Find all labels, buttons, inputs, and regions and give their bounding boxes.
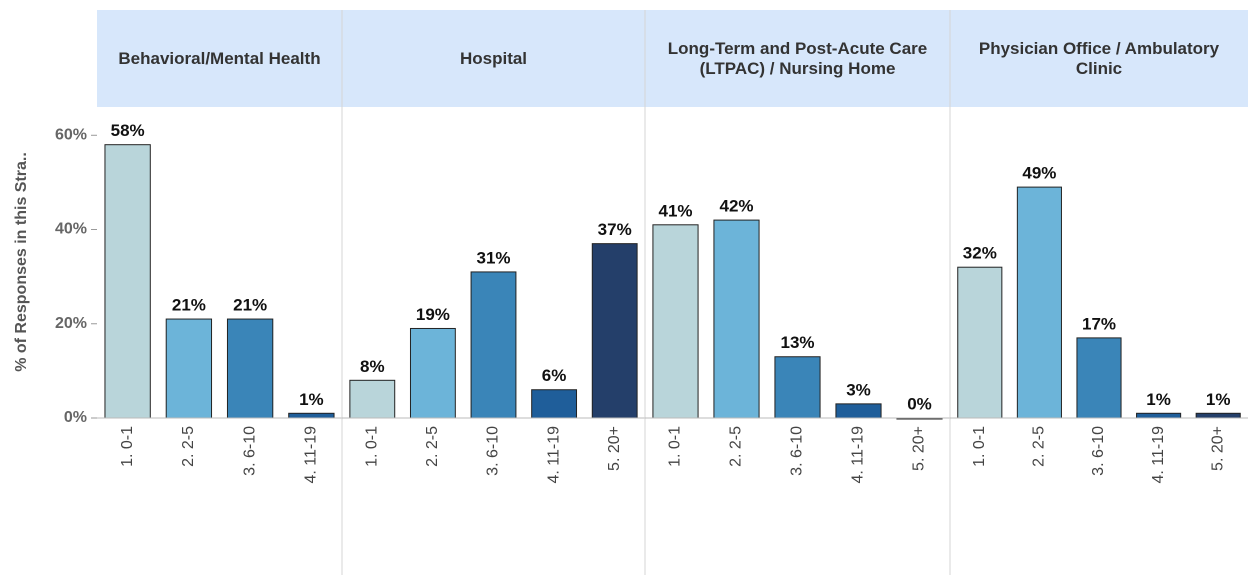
- x-tick-label: 5. 20+: [1209, 426, 1226, 471]
- x-tick-label: 2. 2-5: [424, 426, 441, 467]
- x-tick-label: 3. 6-10: [789, 426, 806, 476]
- bar: [288, 412, 335, 419]
- x-tick-label: 5. 20+: [911, 426, 928, 471]
- data-label: 37%: [598, 220, 632, 239]
- panel-header: [97, 10, 342, 107]
- data-label: 6%: [542, 366, 567, 385]
- data-label: 58%: [111, 121, 145, 140]
- panel-header: [645, 10, 950, 107]
- x-tick-label: 5. 20+: [606, 426, 623, 471]
- data-label: 41%: [658, 201, 692, 220]
- bar: [531, 389, 578, 419]
- data-label: 8%: [360, 357, 385, 376]
- y-tick-label: 60%: [55, 126, 87, 143]
- bar: [957, 266, 1003, 419]
- data-label: 32%: [963, 244, 997, 263]
- bar: [591, 243, 638, 419]
- bar: [774, 356, 821, 419]
- panel-header: [342, 10, 645, 107]
- panel-title: Physician Office / Ambulatory Clinic: [978, 38, 1220, 78]
- bar: [1136, 412, 1182, 419]
- y-axis-label: % of Responses in this Stra..: [13, 152, 30, 372]
- data-label: 1%: [1146, 390, 1171, 409]
- bar: [1195, 412, 1241, 419]
- panel-title: Behavioral/Mental Health: [118, 48, 321, 68]
- bar: [1016, 186, 1062, 419]
- x-tick-label: 4. 11-19: [1150, 426, 1167, 484]
- x-tick-label: 3. 6-10: [241, 426, 258, 476]
- panel-header-box: Hospital: [459, 48, 528, 68]
- panel-header-box: Behavioral/Mental Health: [118, 48, 321, 68]
- x-tick-label: 1. 0-1: [364, 426, 381, 467]
- bar: [713, 219, 760, 419]
- bar: [165, 318, 213, 419]
- panel-title: Long-Term and Post-Acute Care (LTPAC) / …: [667, 38, 928, 78]
- bar: [1076, 337, 1122, 419]
- x-tick-label: 4. 11-19: [545, 426, 562, 484]
- panel-header: [950, 10, 1248, 107]
- data-label: 31%: [476, 248, 510, 267]
- x-tick-label: 2. 2-5: [728, 426, 745, 467]
- y-tick-label: 40%: [55, 221, 87, 238]
- data-label: 13%: [780, 333, 814, 352]
- data-label: 0%: [907, 394, 932, 413]
- x-tick-label: 3. 6-10: [485, 426, 502, 476]
- x-tick-label: 2. 2-5: [1031, 426, 1048, 467]
- x-tick-label: 1. 0-1: [119, 426, 136, 467]
- y-tick-label: 0%: [64, 409, 87, 426]
- bar: [409, 327, 456, 419]
- x-tick-label: 2. 2-5: [180, 426, 197, 467]
- x-tick-label: 4. 11-19: [850, 426, 867, 484]
- x-tick-label: 4. 11-19: [303, 426, 320, 484]
- panel-header-box: Physician Office / Ambulatory Clinic: [978, 38, 1220, 78]
- x-tick-label: 1. 0-1: [971, 426, 988, 467]
- x-tick-label: 1. 0-1: [667, 426, 684, 467]
- bar: [652, 224, 699, 419]
- data-label: 1%: [1206, 390, 1231, 409]
- bar: [470, 271, 517, 419]
- data-label: 1%: [299, 390, 324, 409]
- data-label: 42%: [719, 197, 753, 216]
- bar: [104, 144, 151, 419]
- panel-title: Hospital: [459, 48, 528, 68]
- bar: [835, 403, 882, 419]
- bar: [226, 318, 274, 419]
- bar: [349, 379, 396, 419]
- data-label: 19%: [416, 305, 450, 324]
- data-label: 49%: [1022, 164, 1056, 183]
- data-label: 3%: [846, 380, 871, 399]
- panel-header-box: Long-Term and Post-Acute Care (LTPAC) / …: [667, 38, 928, 78]
- y-tick-label: 20%: [55, 315, 87, 332]
- x-tick-label: 3. 6-10: [1090, 426, 1107, 476]
- data-label: 21%: [233, 296, 267, 315]
- data-label: 21%: [172, 296, 206, 315]
- data-label: 17%: [1082, 314, 1116, 333]
